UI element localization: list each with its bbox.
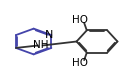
Text: HO: HO <box>72 58 88 68</box>
Text: N: N <box>45 30 53 40</box>
Text: NH: NH <box>33 41 48 50</box>
Text: HO: HO <box>72 15 88 25</box>
